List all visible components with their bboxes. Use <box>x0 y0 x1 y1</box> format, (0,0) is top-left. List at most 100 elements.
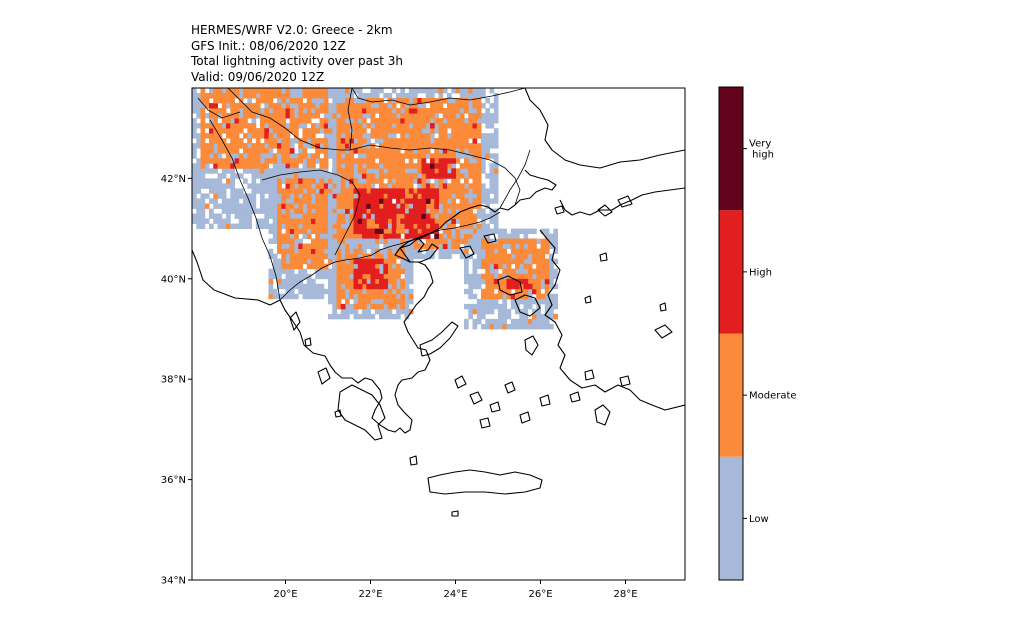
lightning-cell <box>383 108 388 114</box>
lightning-cell <box>370 268 376 275</box>
lightning-cell <box>238 193 244 199</box>
lightning-cell <box>243 223 248 229</box>
islands-north-aegean <box>584 252 673 339</box>
lightning-cell <box>472 193 478 199</box>
lightning-cell <box>345 288 350 295</box>
lightning-cell <box>366 293 371 300</box>
lightning-cell <box>247 93 252 99</box>
lightning-cell <box>532 258 537 265</box>
lightning-cell <box>362 158 367 164</box>
lightning-cell <box>277 88 282 94</box>
lightning-cell <box>468 278 473 285</box>
lightning-cell <box>472 273 478 280</box>
lightning-cell <box>417 203 422 209</box>
border-greece-north <box>279 211 501 301</box>
lightning-cell <box>230 158 235 164</box>
lightning-cell <box>349 278 354 285</box>
lightning-cell <box>391 298 397 305</box>
lightning-cell <box>196 138 201 144</box>
lightning-cell <box>544 298 550 305</box>
lightning-cell <box>196 93 201 99</box>
lightning-cell <box>430 223 435 229</box>
lightning-cell <box>498 278 503 285</box>
lightning-cell <box>485 118 490 124</box>
lightning-cell <box>192 213 197 219</box>
lightning-cell <box>404 208 410 214</box>
lightning-cell <box>408 173 414 179</box>
lightning-cell <box>357 153 363 159</box>
lightning-cell <box>345 193 350 199</box>
lightning-cell <box>315 253 320 260</box>
lightning-cell <box>323 193 329 199</box>
lightning-cell <box>387 298 393 305</box>
lightning-cell <box>277 263 282 270</box>
lightning-cell <box>472 218 478 224</box>
lightning-cell <box>298 263 303 270</box>
lightning-cell <box>442 203 448 209</box>
lightning-cell <box>476 318 482 325</box>
lightning-cell <box>438 213 444 219</box>
lightning-cell <box>519 248 524 255</box>
lightning-cell <box>472 228 478 234</box>
lightning-cell <box>502 313 507 320</box>
lightning-cell <box>357 268 363 275</box>
lightning-cell <box>328 248 333 255</box>
lightning-cell <box>247 148 252 154</box>
lightning-cell <box>345 113 350 119</box>
lightning-cell <box>196 213 201 219</box>
lightning-cell <box>294 253 299 260</box>
lightning-cell <box>349 138 354 144</box>
lightning-cell <box>251 143 257 149</box>
lightning-cell <box>459 93 465 99</box>
lightning-cell <box>391 258 397 265</box>
island-rhodes <box>594 404 611 426</box>
lightning-cell <box>519 253 524 260</box>
lightning-cell <box>544 238 550 244</box>
lightning-cell <box>519 263 524 270</box>
lightning-cell <box>425 183 431 189</box>
lightning-cell <box>489 298 495 305</box>
lightning-cell <box>506 263 512 270</box>
lightning-cell <box>519 298 524 305</box>
lightning-cell <box>349 233 354 239</box>
colorbar-segment <box>719 87 743 211</box>
lightning-cell <box>209 178 214 184</box>
lightning-cell <box>413 138 418 144</box>
lightning-cell <box>230 148 235 154</box>
lightning-cell <box>396 163 401 169</box>
lightning-cell <box>455 103 461 109</box>
lightning-cell <box>272 133 278 139</box>
lightning-cell <box>192 148 197 154</box>
lightning-cell <box>464 188 469 194</box>
lightning-cell <box>476 183 482 189</box>
lightning-cell <box>315 263 320 270</box>
lightning-cell <box>536 238 541 244</box>
lightning-cell <box>289 198 295 204</box>
lightning-cell <box>272 223 278 229</box>
lightning-cell <box>294 193 299 199</box>
lightning-cell <box>366 93 371 99</box>
lightning-cell <box>400 173 405 179</box>
lightning-cell <box>264 93 269 99</box>
lightning-cell <box>217 188 223 194</box>
lightning-cell <box>247 128 252 134</box>
lightning-cell <box>519 283 524 290</box>
lightning-cell <box>315 88 320 94</box>
lightning-cell <box>396 143 401 149</box>
lightning-cell <box>357 233 363 239</box>
lightning-cell <box>370 218 376 224</box>
lightning-cell <box>387 268 393 275</box>
lightning-cell <box>549 278 554 285</box>
lightning-cell <box>357 293 363 300</box>
lightning-cell <box>315 288 320 295</box>
lightning-cell <box>272 88 278 94</box>
lightning-cell <box>323 223 329 229</box>
lightning-cell <box>404 163 410 169</box>
lightning-cell <box>349 163 354 169</box>
lightning-cell <box>328 113 333 119</box>
lightning-cell <box>340 248 346 255</box>
lightning-cell <box>468 188 473 194</box>
lightning-cell <box>264 108 269 114</box>
lightning-cell <box>370 113 376 119</box>
lightning-cell <box>345 223 350 229</box>
